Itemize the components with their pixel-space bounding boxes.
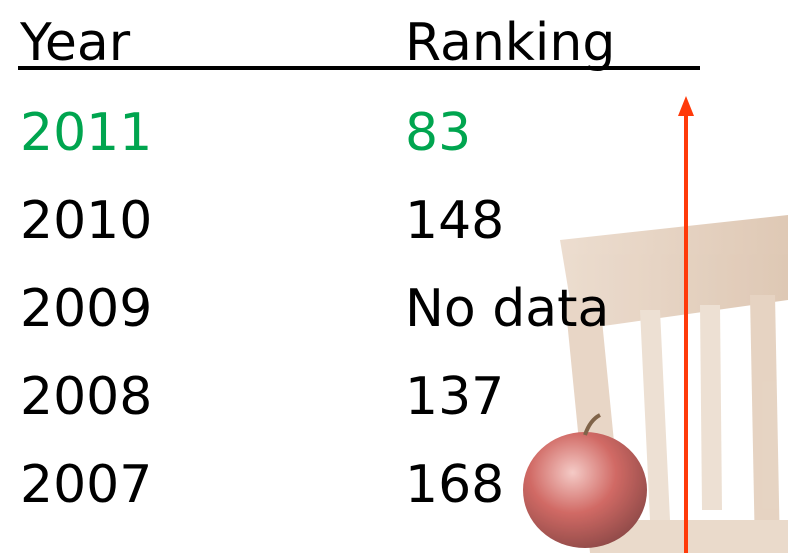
cell: 83 [405,103,471,163]
cell: No data [405,279,609,339]
cell: 2011 [20,103,152,163]
table: Year Ranking 2011 83 2010 148 2009 No data 2008 1… [19,13,615,515]
cell: 137 [405,367,504,427]
slide: Year Ranking 2011 83 2010 148 2009 No data 2008 1… [0,0,788,553]
page: Year Ranking 2011 83 2010 148 2009 No data 2008 1… [0,0,788,553]
cell: 2008 [20,367,152,427]
header-cell: Ranking [405,13,615,73]
cell: 2010 [20,191,152,251]
cell: 2007 [20,455,152,515]
cell: 148 [405,191,504,251]
cell: 168 [405,455,504,515]
cell: 2009 [20,279,152,339]
header-cell: Year [19,13,131,73]
arrow [678,96,694,553]
chair-image [523,215,788,553]
